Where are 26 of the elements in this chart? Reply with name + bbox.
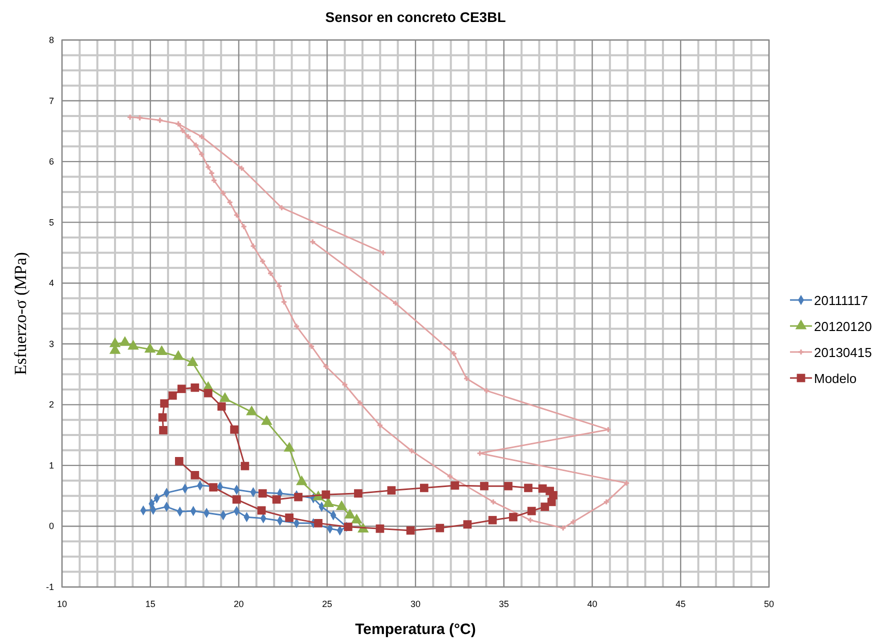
y-tick-label: 2 [48,400,54,410]
y-tick-label: 0 [48,521,54,532]
y-axis-title: Esfuerzo-σ (MPa) [11,252,30,375]
y-tick-label: 3 [48,338,54,349]
x-axis-title: Temperatura (°C) [355,621,476,638]
y-tick-label: 4 [48,278,54,288]
y-tick-label: 6 [48,156,54,167]
legend-label: 20130415 [814,345,872,360]
x-tick-label: 10 [56,599,68,609]
chart-title: Sensor en concreto CE3BL [325,9,506,25]
y-tick-label: 5 [48,217,54,228]
x-tick-label: 50 [764,599,774,609]
x-tick-label: 30 [410,599,421,609]
legend-label: 20111117 [814,293,868,308]
y-tick-label: -1 [46,582,54,592]
x-tick-label: 40 [587,599,598,609]
x-tick-label: 45 [676,599,686,609]
y-tick-label: 8 [48,35,54,45]
x-tick-label: 35 [498,599,509,609]
x-tick-label: 15 [145,599,156,609]
y-tick-label: 7 [48,96,54,106]
legend-label: 20120120 [814,319,872,334]
legend-label: Modelo [814,371,857,386]
x-tick-label: 20 [234,599,244,609]
x-tick-label: 25 [322,599,332,609]
y-tick-label: 1 [48,460,54,470]
